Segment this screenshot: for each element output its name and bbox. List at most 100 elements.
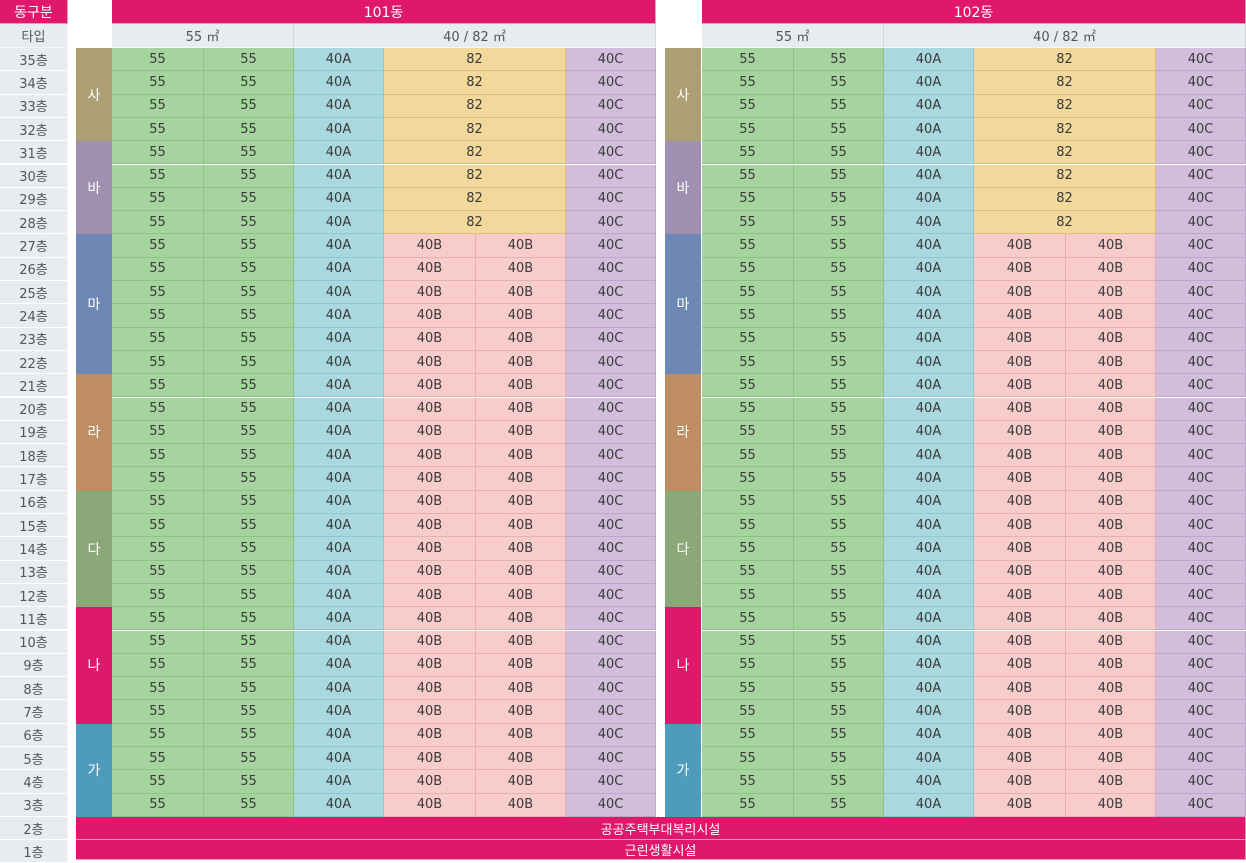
unit-55: 55 <box>702 583 794 608</box>
unit-40c: 40C <box>1156 350 1246 375</box>
unit-40b: 40B <box>974 490 1066 514</box>
unit-40b: 40B <box>384 420 476 445</box>
unit-55: 55 <box>112 71 204 95</box>
unit-40a: 40A <box>294 187 384 212</box>
unit-55: 55 <box>794 514 884 538</box>
unit-55: 55 <box>702 164 794 188</box>
unit-40a: 40A <box>294 723 384 747</box>
unit-55: 55 <box>702 211 794 235</box>
unit-55: 55 <box>112 164 204 188</box>
unit-82: 82 <box>384 117 566 142</box>
unit-55: 55 <box>702 444 794 468</box>
unit-55: 55 <box>702 653 794 678</box>
facility-floor-1: 근린생활시설 <box>76 840 1246 860</box>
unit-82: 82 <box>384 141 566 165</box>
unit-40b: 40B <box>974 560 1066 584</box>
unit-40a: 40A <box>884 374 974 398</box>
zone-label-101: 바 <box>76 141 112 235</box>
unit-40b: 40B <box>384 257 476 281</box>
unit-55: 55 <box>204 630 294 654</box>
unit-55: 55 <box>112 700 204 724</box>
unit-55: 55 <box>204 700 294 724</box>
unit-55: 55 <box>204 560 294 584</box>
type-header-55-102: 55 ㎡ <box>702 24 884 48</box>
unit-55: 55 <box>112 723 204 747</box>
unit-55: 55 <box>702 141 794 165</box>
floor-label: 7층 <box>0 700 68 724</box>
unit-55: 55 <box>204 211 294 235</box>
floor-label: 3층 <box>0 793 68 817</box>
unit-40a: 40A <box>294 747 384 771</box>
zone-label-102: 라 <box>665 374 701 491</box>
unit-40a: 40A <box>294 770 384 794</box>
unit-55: 55 <box>204 71 294 95</box>
unit-40c: 40C <box>1156 48 1246 72</box>
unit-40c: 40C <box>1156 514 1246 538</box>
unit-55: 55 <box>794 374 884 398</box>
unit-40c: 40C <box>566 700 656 724</box>
floor-label: 10층 <box>0 630 68 654</box>
unit-40c: 40C <box>1156 677 1246 701</box>
unit-40a: 40A <box>884 490 974 514</box>
unit-40c: 40C <box>566 793 656 817</box>
zone-label-101: 다 <box>76 490 112 608</box>
unit-55: 55 <box>204 234 294 258</box>
unit-40b: 40B <box>384 234 476 258</box>
unit-55: 55 <box>794 677 884 701</box>
unit-40b: 40B <box>384 304 476 328</box>
unit-40b: 40B <box>974 281 1066 305</box>
unit-40b: 40B <box>1066 747 1156 771</box>
unit-40b: 40B <box>974 607 1066 631</box>
unit-40c: 40C <box>1156 397 1246 421</box>
unit-40a: 40A <box>884 71 974 95</box>
unit-40b: 40B <box>476 467 566 491</box>
unit-40c: 40C <box>566 327 656 351</box>
unit-40a: 40A <box>294 281 384 305</box>
unit-55: 55 <box>204 117 294 142</box>
unit-40a: 40A <box>294 374 384 398</box>
unit-55: 55 <box>204 374 294 398</box>
unit-40b: 40B <box>974 630 1066 654</box>
floor-label: 23층 <box>0 327 68 351</box>
unit-40c: 40C <box>1156 327 1246 351</box>
unit-55: 55 <box>112 514 204 538</box>
unit-40a: 40A <box>294 514 384 538</box>
unit-40a: 40A <box>294 350 384 375</box>
unit-40a: 40A <box>884 770 974 794</box>
unit-55: 55 <box>112 560 204 584</box>
unit-55: 55 <box>204 444 294 468</box>
unit-40c: 40C <box>1156 607 1246 631</box>
unit-40a: 40A <box>884 467 974 491</box>
unit-40b: 40B <box>384 560 476 584</box>
unit-40c: 40C <box>1156 117 1246 142</box>
unit-40c: 40C <box>566 444 656 468</box>
floor-label: 22층 <box>0 350 68 375</box>
floor-label: 2층 <box>0 816 68 841</box>
unit-55: 55 <box>204 583 294 608</box>
unit-55: 55 <box>112 304 204 328</box>
unit-40a: 40A <box>294 560 384 584</box>
unit-40c: 40C <box>566 490 656 514</box>
unit-40a: 40A <box>294 420 384 445</box>
unit-55: 55 <box>112 397 204 421</box>
unit-55: 55 <box>702 350 794 375</box>
unit-55: 55 <box>794 630 884 654</box>
unit-40b: 40B <box>476 793 566 817</box>
unit-40b: 40B <box>384 770 476 794</box>
unit-55: 55 <box>702 234 794 258</box>
unit-40c: 40C <box>566 723 656 747</box>
floor-label: 29층 <box>0 187 68 212</box>
floor-label: 21층 <box>0 374 68 398</box>
unit-55: 55 <box>794 350 884 375</box>
unit-40c: 40C <box>1156 420 1246 445</box>
unit-55: 55 <box>794 141 884 165</box>
unit-40b: 40B <box>384 490 476 514</box>
floor-label: 14층 <box>0 537 68 561</box>
zone-label-102: 바 <box>665 141 701 235</box>
unit-55: 55 <box>702 257 794 281</box>
floor-label: 24층 <box>0 304 68 328</box>
unit-55: 55 <box>204 793 294 817</box>
unit-40b: 40B <box>974 444 1066 468</box>
unit-40a: 40A <box>294 444 384 468</box>
unit-40b: 40B <box>974 467 1066 491</box>
